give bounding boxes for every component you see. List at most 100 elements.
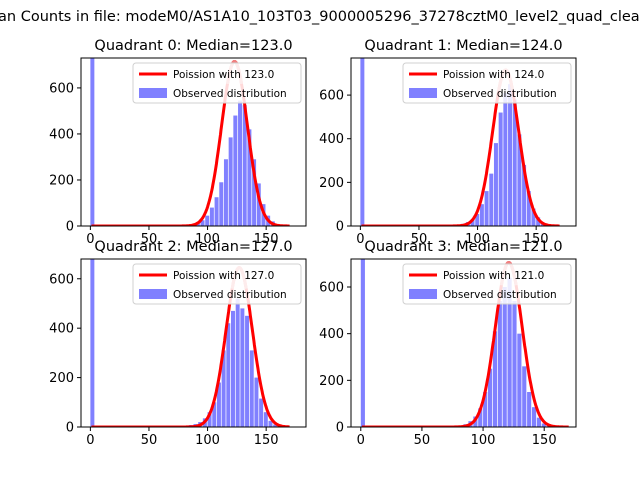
x-tick-label: 50 — [411, 232, 428, 247]
y-tick-label: 600 — [49, 81, 74, 96]
histogram-bar — [475, 214, 480, 226]
histogram-bar — [214, 197, 219, 226]
x-tick-label: 100 — [471, 433, 496, 448]
histogram-bar — [233, 115, 238, 226]
histogram-bar — [231, 310, 235, 427]
legend-observed-label: Observed distribution — [173, 289, 287, 301]
axes-frame — [80, 57, 307, 227]
y-tick-label: 0 — [336, 220, 344, 235]
y-tick-label: 0 — [336, 421, 344, 436]
histogram-bar — [219, 182, 224, 226]
histogram-bar — [507, 277, 512, 427]
histogram-bar — [498, 112, 503, 226]
histogram-bar — [216, 382, 221, 427]
figure-suptitle: Median Counts in file: modeM0/AS1A10_103… — [0, 9, 640, 25]
subplot-3: Quadrant 3: Median=121.0 0 50 100 150 0 200 400… — [319, 239, 577, 448]
y-tick-label: 600 — [49, 272, 74, 287]
histogram-bar — [489, 173, 494, 226]
legend-observed-label: Observed distribution — [443, 289, 557, 301]
histogram-bar — [263, 412, 268, 427]
histogram-bar — [479, 204, 484, 226]
histogram-bar — [541, 423, 546, 427]
subplot-title: Quadrant 3: Median=121.0 — [364, 239, 562, 255]
histogram-bar — [221, 350, 226, 427]
legend-observed-label: Observed distribution — [443, 88, 557, 100]
histogram-bar — [483, 392, 488, 427]
histogram-bar — [360, 58, 365, 226]
histogram-bar — [508, 84, 513, 226]
histogram-bar — [254, 377, 259, 427]
legend: Poission with 123.0 Observed distribution — [132, 62, 302, 104]
histogram-bar — [252, 159, 257, 226]
legend: Poission with 124.0 Observed distribution — [402, 62, 572, 104]
legend-observed-swatch — [409, 88, 437, 98]
subplot-title: Quadrant 0: Median=123.0 — [94, 38, 292, 54]
legend-box — [132, 62, 302, 104]
histogram-bar — [478, 408, 483, 427]
histogram-bar — [209, 207, 214, 226]
x-tick-label: 100 — [195, 232, 220, 247]
histogram-bar — [235, 298, 240, 427]
y-tick-label: 200 — [319, 176, 344, 191]
legend-fit-label: Poission with 124.0 — [443, 69, 544, 81]
x-tick-label: 150 — [524, 232, 549, 247]
histogram-bar — [527, 392, 532, 427]
legend-fit-label: Poission with 121.0 — [443, 270, 544, 282]
y-tick-label: 0 — [66, 421, 74, 436]
x-tick-label: 0 — [86, 433, 94, 448]
x-tick-label: 150 — [254, 433, 279, 448]
x-tick-label: 0 — [357, 433, 365, 448]
axes-frame — [350, 258, 577, 428]
histogram-bar — [90, 58, 95, 226]
histogram-bar — [531, 208, 536, 226]
histogram-bar — [517, 333, 522, 427]
axes-frame — [350, 57, 577, 227]
x-tick-label: 100 — [465, 232, 490, 247]
y-tick-label: 600 — [319, 89, 344, 104]
legend-fit-label: Poission with 127.0 — [173, 270, 274, 282]
x-tick-label: 50 — [141, 232, 158, 247]
histogram-bars — [360, 58, 555, 226]
subplot-2: Quadrant 2: Median=127.0 0 50 100 150 0 200 400… — [49, 239, 307, 448]
histogram-bar — [536, 217, 541, 226]
legend-observed-label: Observed distribution — [173, 88, 287, 100]
histogram-bar — [223, 159, 228, 226]
histogram-bar — [512, 99, 517, 226]
histogram-bar — [240, 308, 245, 427]
histogram-bar — [492, 331, 498, 427]
subplot-title: Quadrant 1: Median=124.0 — [364, 38, 562, 54]
subplot-1: Quadrant 1: Median=124.0 0 50 100 150 0 200 400… — [319, 38, 577, 247]
y-tick-label: 400 — [49, 322, 74, 337]
legend-fit-label: Poission with 123.0 — [173, 69, 274, 81]
histogram-bar — [517, 134, 522, 226]
histogram-bar — [484, 191, 489, 226]
histogram-bar — [268, 420, 273, 427]
legend-observed-swatch — [139, 88, 167, 98]
x-tick-label: 0 — [356, 232, 364, 247]
legend-observed-swatch — [409, 289, 437, 299]
y-tick-label: 400 — [319, 327, 344, 342]
histogram-bar — [497, 301, 502, 427]
legend: Poission with 121.0 Observed distribution — [402, 263, 572, 305]
histogram-bars — [360, 259, 561, 427]
histogram-bar — [259, 398, 264, 427]
legend-box — [132, 263, 302, 305]
histogram-bar — [247, 129, 252, 226]
y-tick-label: 200 — [319, 374, 344, 389]
x-tick-label: 50 — [414, 433, 431, 448]
x-tick-label: 0 — [86, 232, 94, 247]
histogram-bar — [493, 143, 498, 226]
histogram-bar — [228, 137, 233, 226]
y-tick-label: 200 — [49, 173, 74, 188]
histogram-bar — [360, 259, 365, 427]
legend-observed-swatch — [139, 289, 167, 299]
histogram-bar — [502, 287, 507, 427]
legend-box — [402, 62, 572, 104]
histogram-bar — [522, 366, 527, 427]
x-tick-label: 50 — [141, 433, 158, 448]
histogram-bar — [226, 323, 231, 427]
histogram-bar — [531, 407, 537, 427]
y-tick-label: 0 — [66, 220, 74, 235]
subplot-0: Quadrant 0: Median=123.0 0 50 100 150 0 200 400… — [49, 38, 307, 247]
